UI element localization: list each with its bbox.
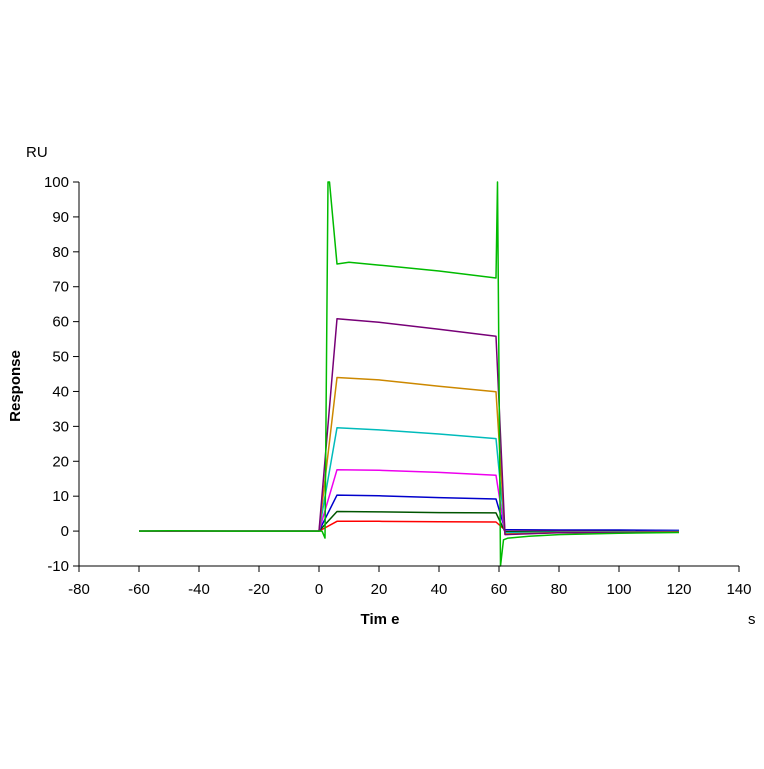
x-tick-label: 20 bbox=[371, 581, 388, 598]
x-tick-label: 120 bbox=[666, 581, 691, 598]
x-tick-label: -40 bbox=[188, 581, 210, 598]
y-tick-label: 40 bbox=[52, 383, 69, 400]
x-tick-label: -80 bbox=[68, 581, 90, 598]
x-tick-label: 80 bbox=[551, 581, 568, 598]
x-tick-label: -20 bbox=[248, 581, 270, 598]
y-tick-label: 20 bbox=[52, 453, 69, 470]
ticks-layer: -10 0 10 20 30 40 50 60 70 80 90 100 -80 -60 -40 -20 0 20… bbox=[44, 174, 752, 598]
y-tick-label: 90 bbox=[52, 209, 69, 226]
x-unit-label: s bbox=[748, 611, 756, 628]
y-tick-label: -10 bbox=[47, 558, 69, 575]
series-line-7 bbox=[139, 318, 680, 536]
x-tick-label: 100 bbox=[606, 581, 631, 598]
series-line-3 bbox=[139, 494, 680, 532]
y-tick-label: 0 bbox=[61, 523, 69, 540]
x-tick-label: 40 bbox=[431, 581, 448, 598]
series-line-5 bbox=[139, 427, 680, 534]
y-tick-label: 10 bbox=[52, 488, 69, 505]
y-tick-label: 30 bbox=[52, 418, 69, 435]
axes-layer bbox=[78, 182, 739, 567]
x-tick-label: 60 bbox=[491, 581, 508, 598]
series-line-8 bbox=[138, 181, 680, 567]
x-tick-label: 0 bbox=[315, 581, 323, 598]
x-tick-label: 140 bbox=[726, 581, 751, 598]
series-line-6 bbox=[139, 376, 680, 535]
x-axis-title: Tim e bbox=[361, 611, 400, 628]
series-line-4 bbox=[139, 468, 680, 534]
y-tick-label: 80 bbox=[52, 244, 69, 261]
y-axis-title: Response bbox=[7, 350, 24, 422]
series-layer bbox=[138, 181, 680, 567]
y-tick-label: 50 bbox=[52, 349, 69, 366]
y-tick-label: 60 bbox=[52, 314, 69, 331]
y-tick-label: 70 bbox=[52, 279, 69, 296]
y-tick-label: 100 bbox=[44, 174, 69, 191]
y-unit-label: RU bbox=[26, 144, 48, 161]
x-tick-label: -60 bbox=[128, 581, 150, 598]
